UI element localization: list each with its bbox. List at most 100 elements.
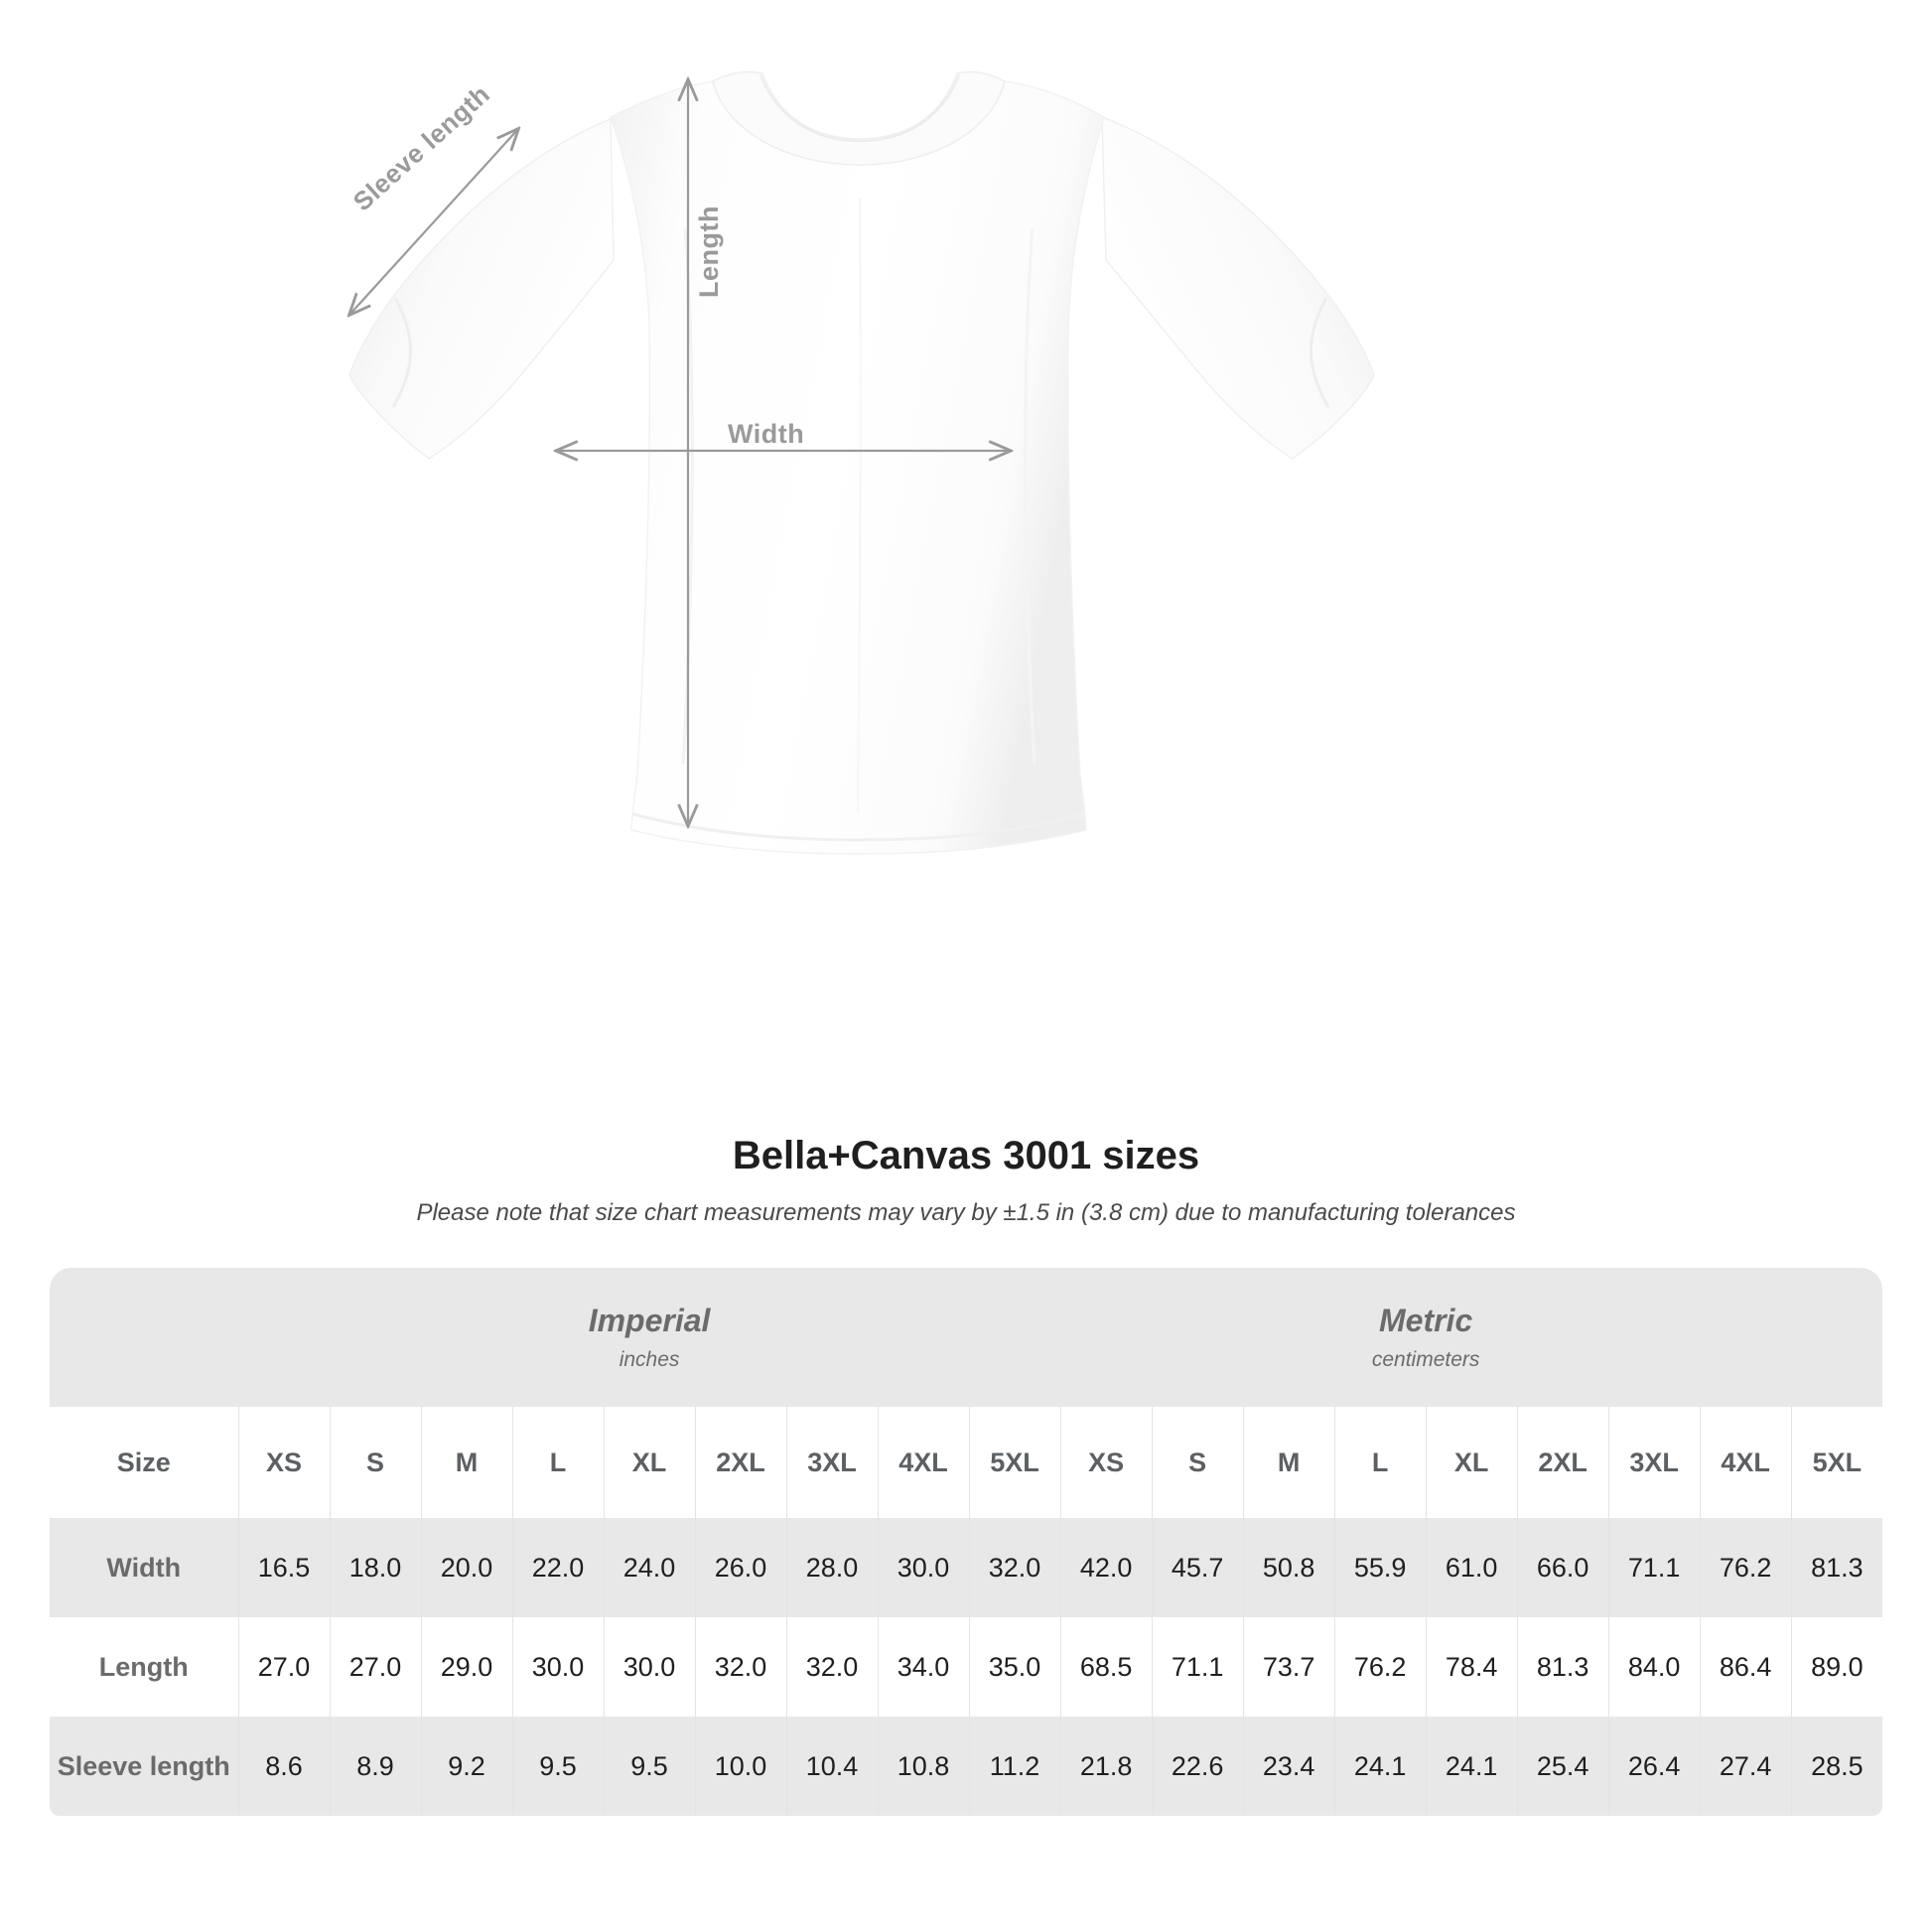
tshirt-illustration [0, 70, 1375, 855]
cell: 68.5 [1059, 1617, 1153, 1717]
size-header-cell: S [1151, 1407, 1244, 1518]
cell: 50.8 [1242, 1518, 1335, 1617]
cell: 24.0 [603, 1518, 695, 1617]
unit-group-row: Imperial inches Metric centimeters [50, 1268, 1883, 1407]
unit-row-spacer-right [1791, 1268, 1883, 1407]
size-header-cell: XL [603, 1407, 695, 1518]
size-header-cell: 3XL [785, 1407, 878, 1518]
cell: 71.1 [1607, 1518, 1701, 1617]
shirt-shape [348, 70, 1375, 855]
cell: 23.4 [1242, 1717, 1335, 1816]
cell: 29.0 [420, 1617, 512, 1717]
unit-row-spacer [50, 1268, 238, 1407]
size-header-cell: XS [237, 1407, 330, 1518]
cell: 10.8 [877, 1717, 969, 1816]
cell: 28.0 [785, 1518, 878, 1617]
measurement-arrows [350, 81, 1009, 824]
cell: 30.0 [877, 1518, 969, 1617]
cell: 22.6 [1151, 1717, 1244, 1816]
size-header-cell: 4XL [1699, 1407, 1792, 1518]
cell: 81.3 [1790, 1518, 1883, 1617]
table-row: Length 27.0 27.0 29.0 30.0 30.0 32.0 32.… [50, 1617, 1883, 1717]
cell: 32.0 [785, 1617, 878, 1717]
cell: 24.1 [1425, 1717, 1518, 1816]
size-header-cell: 4XL [877, 1407, 969, 1518]
size-chart-table: Imperial inches Metric centimeters Size … [50, 1268, 1883, 1816]
size-header-cell: XL [1425, 1407, 1518, 1518]
size-header-cell: S [329, 1407, 421, 1518]
tshirt-measurement-diagram: Sleeve length Length Width [0, 70, 1375, 855]
size-header-cell: 3XL [1607, 1407, 1701, 1518]
cell: 84.0 [1607, 1617, 1701, 1717]
size-header-cell: 5XL [968, 1407, 1061, 1518]
cell: 25.4 [1516, 1717, 1609, 1816]
cell: 10.4 [785, 1717, 878, 1816]
table-row: Sleeve length 8.6 8.9 9.2 9.5 9.5 10.0 1… [50, 1717, 1883, 1816]
cell: 16.5 [237, 1518, 330, 1617]
cell: 45.7 [1151, 1518, 1244, 1617]
cell: 20.0 [420, 1518, 512, 1617]
cell: 9.2 [420, 1717, 512, 1816]
cell: 9.5 [511, 1717, 604, 1816]
cell: 35.0 [968, 1617, 1061, 1717]
page-title: Bella+Canvas 3001 sizes [732, 1134, 1200, 1177]
size-header-cell: XS [1059, 1407, 1153, 1518]
cell: 34.0 [877, 1617, 969, 1717]
cell: 32.0 [694, 1617, 786, 1717]
row-label-sleeve-length: Sleeve length [50, 1717, 238, 1816]
size-chart-table-wrapper: Imperial inches Metric centimeters Size … [50, 1268, 1883, 1816]
cell: 21.8 [1059, 1717, 1153, 1816]
size-header-cell: M [1242, 1407, 1335, 1518]
cell: 11.2 [968, 1717, 1061, 1816]
unit-group-metric-name: Metric [1378, 1302, 1473, 1338]
sleeve-length-arrow [350, 130, 517, 314]
size-header-cell: 2XL [1516, 1407, 1609, 1518]
title-block: Bella+Canvas 3001 sizes Please note that… [0, 1132, 1932, 1228]
size-header-cell: M [420, 1407, 512, 1518]
cell: 30.0 [511, 1617, 604, 1717]
width-label: Width [728, 419, 805, 449]
cell: 76.2 [1699, 1518, 1792, 1617]
size-header-cell: 2XL [694, 1407, 786, 1518]
cell: 76.2 [1333, 1617, 1427, 1717]
cell: 27.0 [329, 1617, 421, 1717]
cell: 61.0 [1425, 1518, 1518, 1617]
size-header-cell: 5XL [1790, 1407, 1883, 1518]
length-label: Length [694, 206, 724, 298]
cell: 26.0 [694, 1518, 786, 1617]
size-header-row: Size XS S M L XL 2XL 3XL 4XL 5XL XS S M … [50, 1407, 1883, 1518]
cell: 30.0 [603, 1617, 695, 1717]
cell: 28.5 [1790, 1717, 1883, 1816]
cell: 86.4 [1699, 1617, 1792, 1717]
size-header-label: Size [50, 1407, 238, 1518]
cell: 22.0 [511, 1518, 604, 1617]
cell: 27.4 [1699, 1717, 1792, 1816]
table-row: Width 16.5 18.0 20.0 22.0 24.0 26.0 28.0… [50, 1518, 1883, 1617]
unit-group-metric: Metric centimeters [1060, 1268, 1792, 1407]
cell: 10.0 [694, 1717, 786, 1816]
row-label-width: Width [50, 1518, 238, 1617]
cell: 8.6 [237, 1717, 330, 1816]
cell: 27.0 [237, 1617, 330, 1717]
cell: 78.4 [1425, 1617, 1518, 1717]
cell: 32.0 [968, 1518, 1061, 1617]
cell: 8.9 [329, 1717, 421, 1816]
tolerance-note: Please note that size chart measurements… [416, 1199, 1516, 1226]
cell: 66.0 [1516, 1518, 1609, 1617]
cell: 24.1 [1333, 1717, 1427, 1816]
size-header-cell: L [511, 1407, 604, 1518]
cell: 73.7 [1242, 1617, 1335, 1717]
cell: 81.3 [1516, 1617, 1609, 1717]
row-label-length: Length [50, 1617, 238, 1717]
unit-group-metric-unit: centimeters [1371, 1348, 1480, 1372]
cell: 71.1 [1151, 1617, 1244, 1717]
size-header-cell: L [1333, 1407, 1427, 1518]
cell: 26.4 [1607, 1717, 1701, 1816]
unit-group-imperial-unit: inches [619, 1348, 680, 1372]
cell: 55.9 [1333, 1518, 1427, 1617]
cell: 18.0 [329, 1518, 421, 1617]
cell: 89.0 [1790, 1617, 1883, 1717]
unit-group-imperial-name: Imperial [588, 1302, 711, 1338]
cell: 42.0 [1059, 1518, 1153, 1617]
cell: 9.5 [603, 1717, 695, 1816]
